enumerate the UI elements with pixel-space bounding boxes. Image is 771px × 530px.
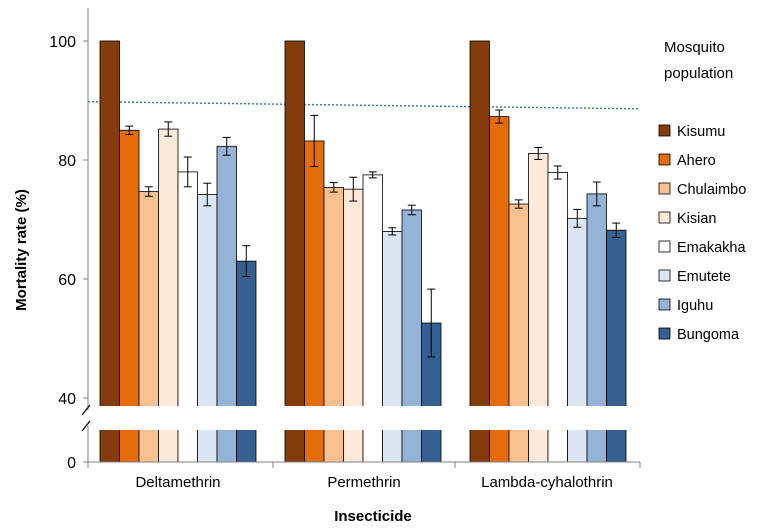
legend-swatch-emutete xyxy=(658,269,671,282)
y-tick-label-100: 100 xyxy=(49,34,76,51)
legend-label-emutete: Emutete xyxy=(677,269,731,285)
x-category-label-permethrin: Permethrin xyxy=(327,474,400,491)
bar-kisumu-lambda-cyhalothrin xyxy=(469,40,490,463)
legend-swatch-ahero xyxy=(658,153,671,166)
legend-swatch-bungoma xyxy=(658,327,671,340)
legend-label-chulaimbo: Chulaimbo xyxy=(677,182,746,198)
bars-group xyxy=(99,40,627,463)
error-bar-chulaimbo-lambda-cyhalothrin xyxy=(514,199,523,209)
legend-swatch-emakakha xyxy=(658,240,671,253)
bar-kisumu-permethrin xyxy=(284,40,305,463)
legend-label-bungoma: Bungoma xyxy=(677,327,740,343)
legend-title-line-1: Mosquito xyxy=(664,39,725,56)
x-category-label-lambda-cyhalothrin: Lambda-cyhalothrin xyxy=(481,474,613,491)
reference-line xyxy=(87,100,641,110)
x-category-label-deltamethrin: Deltamethrin xyxy=(135,474,220,491)
legend-title-line-2: population xyxy=(664,65,733,82)
error-bar-bungoma-lambda-cyhalothrin xyxy=(612,222,621,238)
error-bar-ahero-deltamethrin xyxy=(125,125,134,135)
axis-break-mark-top xyxy=(81,404,91,416)
legend-swatch-kisian xyxy=(658,211,671,224)
x-axis-title: Insecticide xyxy=(334,508,412,525)
legend: Mosquito population Kisumu Ahero Chulaimbo Ki… xyxy=(658,39,746,343)
legend-swatch-kisumu xyxy=(658,124,671,137)
error-bar-iguhu-permethrin xyxy=(407,204,416,216)
error-bar-kisian-deltamethrin xyxy=(164,121,173,137)
error-bar-ahero-permethrin xyxy=(310,114,319,168)
legend-swatch-iguhu xyxy=(658,298,671,311)
error-bar-bungoma-permethrin xyxy=(427,288,436,358)
y-tick-label-40: 40 xyxy=(58,391,76,408)
error-bar-emutete-lambda-cyhalothrin xyxy=(573,208,582,228)
error-bar-iguhu-deltamethrin xyxy=(222,136,231,156)
error-bar-emutete-permethrin xyxy=(388,227,397,236)
legend-label-iguhu: Iguhu xyxy=(677,298,713,314)
error-bar-chulaimbo-deltamethrin xyxy=(144,186,153,197)
y-axis-title: Mortality rate (%) xyxy=(13,189,30,311)
error-bar-chulaimbo-permethrin xyxy=(329,182,338,193)
y-tick-label-0: 0 xyxy=(67,455,76,472)
error-bar-iguhu-lambda-cyhalothrin xyxy=(592,181,601,207)
error-bar-emakakha-lambda-cyhalothrin xyxy=(553,165,562,180)
bar-bungoma-deltamethrin xyxy=(236,260,257,463)
legend-label-ahero: Ahero xyxy=(677,153,716,169)
error-bar-bungoma-deltamethrin xyxy=(242,245,251,278)
legend-label-kisian: Kisian xyxy=(677,211,717,227)
legend-swatch-chulaimbo xyxy=(658,182,671,195)
y-tick-label-80: 80 xyxy=(58,153,76,170)
error-bar-kisian-permethrin xyxy=(349,176,358,202)
axis-break-gap xyxy=(76,406,642,430)
error-bar-emutete-deltamethrin xyxy=(203,182,212,207)
legend-label-kisumu: Kisumu xyxy=(677,124,725,140)
y-tick-label-60: 60 xyxy=(58,272,76,289)
axes-group xyxy=(76,8,642,468)
x-category-labels-group: Deltamethrin Permethrin Lambda-cyhalothrin xyxy=(135,474,612,491)
error-bars-group xyxy=(125,109,621,358)
error-bar-emakakha-deltamethrin xyxy=(183,156,192,188)
axis-break-mark-bottom xyxy=(81,420,91,432)
legend-label-emakakha: Emakakha xyxy=(677,240,746,256)
error-bar-emakakha-permethrin xyxy=(368,171,377,179)
y-ticks-group: 0 40 60 80 100 xyxy=(49,34,88,472)
error-bar-ahero-lambda-cyhalothrin xyxy=(495,109,504,124)
error-bar-kisian-lambda-cyhalothrin xyxy=(534,147,543,160)
bar-kisumu-deltamethrin xyxy=(99,40,120,463)
reference-line-group xyxy=(87,100,641,110)
